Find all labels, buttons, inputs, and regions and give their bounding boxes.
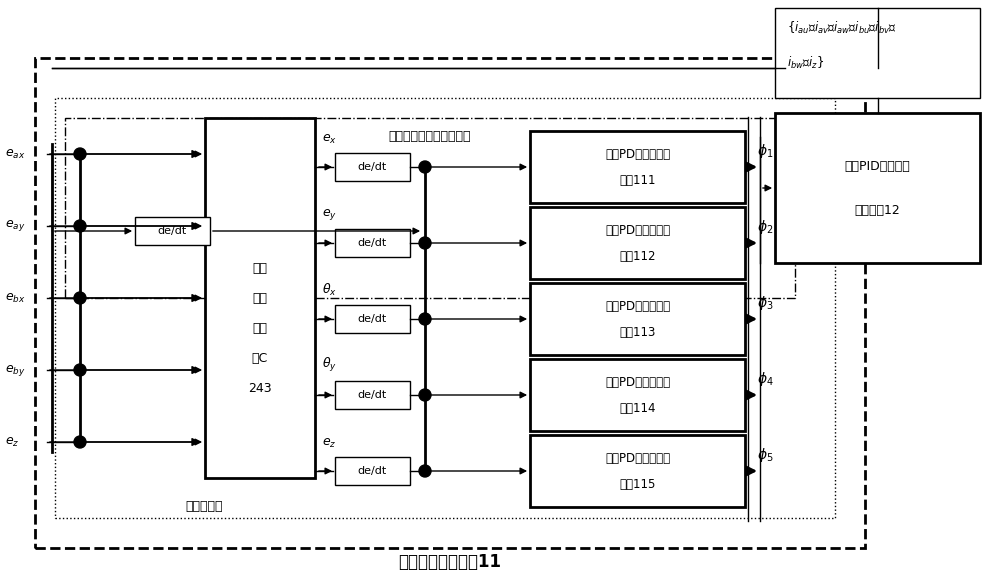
Text: 模块111: 模块111 [619,174,656,187]
Text: 控制模块12: 控制模块12 [855,203,900,216]
Text: $\{i_{au}$、$i_{av}$、$i_{aw}$、$i_{bu}$、$i_{bv}$、: $\{i_{au}$、$i_{av}$、$i_{aw}$、$i_{bu}$、$i… [787,20,897,36]
Text: 第三PD控制器切换: 第三PD控制器切换 [605,300,670,312]
Bar [335,457,410,485]
Text: de/dt: de/dt [158,226,187,236]
Text: 系转: 系转 [252,292,267,304]
Text: $\phi_5$: $\phi_5$ [757,446,774,464]
Text: de/dt: de/dt [358,162,387,172]
Text: 换模: 换模 [252,321,267,335]
Text: 控制方式切换模块11: 控制方式切换模块11 [398,553,502,571]
Text: 第一PD控制器切换: 第一PD控制器切换 [605,147,670,160]
Text: $e_{ay}$: $e_{ay}$ [5,219,25,234]
Text: $e_y$: $e_y$ [322,207,337,222]
Bar [205,118,315,478]
Text: 第二PD控制器切换: 第二PD控制器切换 [605,223,670,237]
Bar [335,381,410,409]
Bar [775,8,980,98]
Text: $\phi_1$: $\phi_1$ [757,142,773,160]
Text: $e_{ax}$: $e_{ax}$ [5,147,25,160]
Text: de/dt: de/dt [358,238,387,248]
Bar [530,283,745,355]
Text: de/dt: de/dt [358,390,387,400]
Text: 243: 243 [248,381,272,395]
Circle shape [74,220,86,232]
Bar [530,359,745,431]
Text: 应用于汽车自身行驶状态: 应用于汽车自身行驶状态 [389,130,471,143]
Bar [135,217,210,245]
Circle shape [419,313,431,325]
Text: 模块113: 模块113 [619,325,656,339]
Text: 第四PD控制器切换: 第四PD控制器切换 [605,375,670,388]
Text: de/dt: de/dt [358,466,387,476]
Text: $\theta_x$: $\theta_x$ [322,282,337,298]
Text: $i_{bw}$、$i_z\}$: $i_{bw}$、$i_z\}$ [787,55,824,71]
Bar [530,435,745,507]
Text: $\theta_y$: $\theta_y$ [322,356,337,374]
Bar [335,153,410,181]
Text: $\phi_4$: $\phi_4$ [757,370,774,388]
Circle shape [419,465,431,477]
Circle shape [419,237,431,249]
Circle shape [74,292,86,304]
Circle shape [74,436,86,448]
Bar [530,207,745,279]
Text: 应用于路况: 应用于路况 [185,500,222,513]
Text: $\phi_3$: $\phi_3$ [757,294,774,312]
Bar [335,229,410,257]
Text: 块C: 块C [252,352,268,364]
Circle shape [74,364,86,376]
Text: de/dt: de/dt [358,314,387,324]
Circle shape [419,161,431,173]
Circle shape [74,148,86,160]
Text: $e_z$: $e_z$ [5,436,19,448]
Text: $e_x$: $e_x$ [322,133,337,146]
Text: $e_z$: $e_z$ [322,437,336,450]
Bar [55,98,835,518]
Text: 模块112: 模块112 [619,250,656,262]
Text: 坐标: 坐标 [252,262,267,275]
Text: 模糊PID交叉反馈: 模糊PID交叉反馈 [845,160,910,173]
Text: 模块115: 模块115 [619,477,656,490]
Bar [35,58,865,548]
Text: 模块114: 模块114 [619,402,656,415]
Circle shape [419,389,431,401]
Text: $e_{bx}$: $e_{bx}$ [5,292,25,304]
Text: 第五PD控制器切换: 第五PD控制器切换 [605,451,670,465]
Bar [530,131,745,203]
Bar [65,118,795,298]
Text: $\phi_2$: $\phi_2$ [757,218,773,236]
Bar [335,305,410,333]
Bar [775,113,980,263]
Text: $e_{by}$: $e_{by}$ [5,363,26,378]
